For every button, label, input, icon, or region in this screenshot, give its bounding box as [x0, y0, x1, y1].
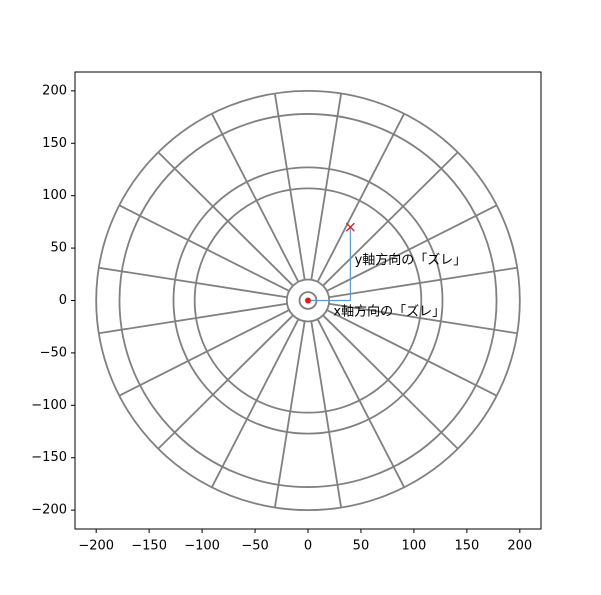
- x-tick-label: 150: [454, 539, 479, 554]
- x-tick-label: 50: [353, 539, 370, 554]
- segment-line: [118, 204, 290, 292]
- segment-line: [316, 113, 405, 283]
- y-tick-label: 50: [50, 241, 67, 256]
- board-ring: [193, 187, 423, 414]
- y-tick-label: −50: [40, 345, 67, 360]
- segment-line: [322, 314, 459, 450]
- segment-line: [98, 302, 288, 335]
- board-ring: [172, 166, 444, 435]
- y-tick-label: 100: [42, 188, 67, 203]
- x-tick-label: −150: [131, 539, 167, 554]
- annotation: y軸方向の「ズレ」: [355, 252, 467, 268]
- segment-line: [98, 266, 288, 299]
- segment-line: [118, 309, 290, 397]
- board-ring: [95, 89, 521, 512]
- board-ring: [118, 113, 498, 488]
- segment-line: [273, 93, 306, 280]
- y-tick-label: −100: [31, 398, 67, 413]
- y-tick-label: −150: [31, 450, 67, 465]
- x-tick-label: −100: [184, 539, 220, 554]
- segment-line: [273, 321, 306, 508]
- x-tick-label: 0: [304, 539, 312, 554]
- segment-line: [326, 204, 498, 292]
- segment-line: [157, 314, 294, 450]
- annotation: x軸方向の「ズレ」: [333, 304, 445, 320]
- y-tick-label: −200: [31, 503, 67, 518]
- segment-line: [157, 151, 294, 287]
- segment-line: [328, 302, 518, 335]
- segment-line: [310, 93, 343, 280]
- segment-line: [322, 151, 459, 287]
- point-marker: [305, 297, 311, 304]
- x-tick-label: −50: [241, 539, 268, 554]
- segment-line: [316, 318, 405, 488]
- y-tick-label: 0: [59, 293, 67, 308]
- y-tick-label: 150: [42, 136, 67, 151]
- x-tick-label: 100: [401, 539, 426, 554]
- segment-line: [211, 113, 300, 283]
- x-tick-label: 200: [507, 539, 532, 554]
- segment-line: [310, 321, 343, 508]
- point-marker: [345, 222, 355, 232]
- segment-line: [211, 318, 300, 488]
- y-tick-label: 200: [42, 83, 67, 98]
- x-tick-label: −200: [78, 539, 114, 554]
- segment-line: [328, 266, 518, 299]
- segment-line: [326, 309, 498, 397]
